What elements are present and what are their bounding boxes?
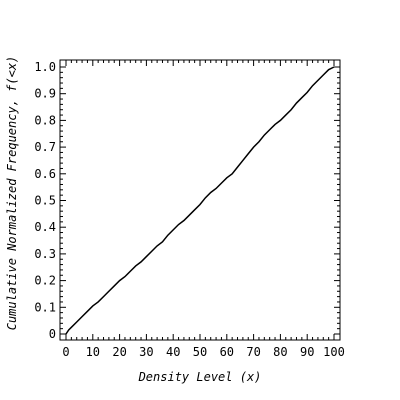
y-tick-label: 0.6 xyxy=(34,167,56,181)
x-tick-label: 60 xyxy=(220,345,234,359)
y-axis-title: Cumulative Normalized Frequency, f(<x) xyxy=(5,56,19,331)
x-tick-label: 40 xyxy=(166,345,180,359)
axis-ticks xyxy=(60,60,340,340)
y-tick-label: 0.4 xyxy=(34,220,56,234)
y-tick-label: 0.1 xyxy=(34,300,56,314)
x-tick-label: 90 xyxy=(300,345,314,359)
x-tick-label: 30 xyxy=(139,345,153,359)
x-tick-label: 50 xyxy=(193,345,207,359)
x-tick-label: 100 xyxy=(323,345,345,359)
y-tick-label: 0.8 xyxy=(34,113,56,127)
axis-tick-labels: 0 10 20 30 40 50 60 70 80 90 100 0 0.1 0.2 0.3 0.4 0.5 0.… xyxy=(34,60,345,359)
y-tick-label: 0 xyxy=(49,327,56,341)
y-tick-label: 0.7 xyxy=(34,140,56,154)
y-tick-label: 0.5 xyxy=(34,194,56,208)
x-axis-title: Density Level (x) xyxy=(138,370,262,384)
y-tick-label: 0.2 xyxy=(34,274,56,288)
x-tick-label: 20 xyxy=(112,345,126,359)
y-tick-label: 0.3 xyxy=(34,247,56,261)
cumulative-curve xyxy=(65,66,335,335)
x-tick-label: 10 xyxy=(86,345,100,359)
x-tick-label: 0 xyxy=(62,345,69,359)
y-tick-label: 1.0 xyxy=(34,60,56,74)
x-tick-label: 80 xyxy=(273,345,287,359)
x-tick-label: 70 xyxy=(246,345,260,359)
y-tick-label: 0.9 xyxy=(34,87,56,101)
